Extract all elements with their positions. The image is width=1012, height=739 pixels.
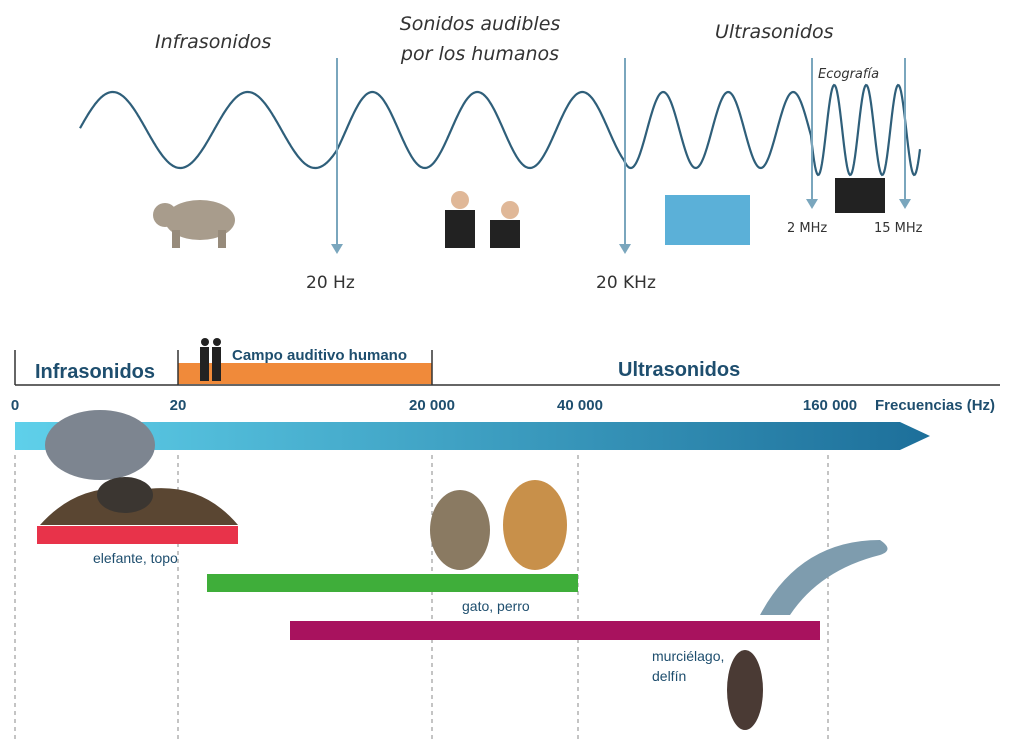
region-label: por los humanos bbox=[400, 43, 559, 65]
arrow bbox=[331, 244, 343, 254]
page: {"spectrum":{"infra":"Infrasonidos","aud… bbox=[0, 0, 1012, 739]
band-label: Infrasonidos bbox=[35, 361, 155, 383]
marker-label: 20 KHz bbox=[596, 273, 656, 293]
dolphin-photo bbox=[665, 195, 750, 245]
region-label: Infrasonidos bbox=[155, 31, 271, 53]
range-label: elefante, topo bbox=[93, 550, 178, 566]
marker-label: 2 MHz bbox=[787, 221, 827, 236]
arrow bbox=[899, 199, 911, 209]
arrow bbox=[619, 244, 631, 254]
region-label: Sonidos audibles bbox=[400, 13, 561, 35]
people-icon bbox=[445, 191, 520, 248]
bat-picture bbox=[727, 650, 763, 730]
region-label: Ecografía bbox=[818, 67, 879, 82]
tick-label: 0 bbox=[11, 397, 19, 414]
tick-label: 40 000 bbox=[557, 397, 603, 414]
band-label: Campo auditivo humano bbox=[232, 347, 407, 364]
elephant-icon bbox=[153, 200, 235, 248]
dolphin-picture bbox=[760, 540, 888, 615]
tick-label: 20 bbox=[170, 397, 187, 414]
cat-dog-picture bbox=[430, 480, 567, 570]
axis-label: Frecuencias (Hz) bbox=[875, 397, 995, 414]
ultrasound-photo bbox=[835, 178, 885, 213]
range-label: delfín bbox=[652, 668, 686, 684]
arrow bbox=[806, 199, 818, 209]
tick-label: 160 000 bbox=[803, 397, 857, 414]
band-label: Ultrasonidos bbox=[618, 359, 740, 381]
sound-wave bbox=[80, 85, 920, 175]
bat-dolphin-range bbox=[290, 621, 820, 640]
range-label: murciélago, bbox=[652, 648, 724, 664]
region-label: Ultrasonidos bbox=[715, 21, 834, 43]
elephant-mole-range bbox=[37, 526, 238, 544]
band-axis bbox=[15, 350, 1000, 385]
body: Infrasonidos Sonidos audibles por los hu… bbox=[0, 0, 1012, 739]
marker-label: 20 Hz bbox=[306, 273, 355, 293]
range-label: gato, perro bbox=[462, 598, 530, 614]
tick-labels: 0 20 20 000 40 000 160 000 Frecuencias (… bbox=[11, 397, 995, 414]
tick-label: 20 000 bbox=[409, 397, 455, 414]
cat-dog-range bbox=[207, 574, 578, 592]
marker-label: 15 MHz bbox=[874, 221, 923, 236]
diagram: Infrasonidos Sonidos audibles por los hu… bbox=[0, 0, 1012, 739]
